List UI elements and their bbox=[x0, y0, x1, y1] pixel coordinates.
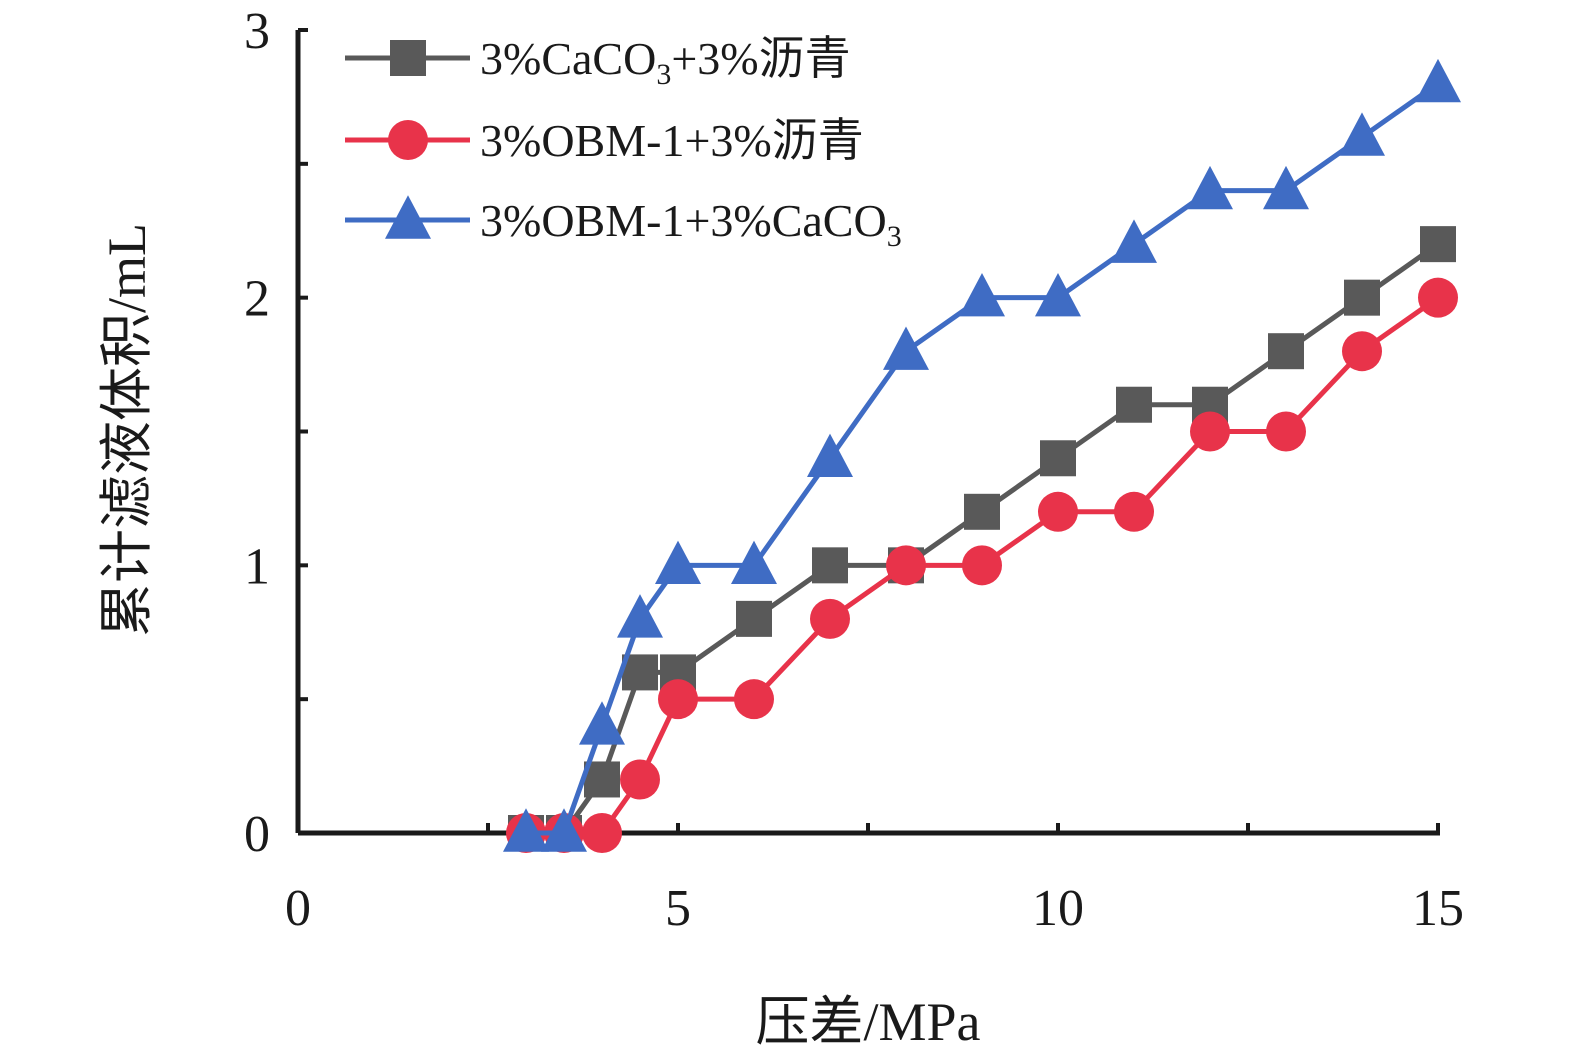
triangle-marker bbox=[1415, 58, 1461, 103]
triangle-marker bbox=[503, 808, 549, 852]
triangle-marker bbox=[655, 540, 701, 585]
triangle-marker bbox=[579, 701, 625, 745]
legend-label-tail: +3%沥青 bbox=[671, 33, 850, 84]
y-axis-title: 累计滤液体积/mL bbox=[97, 223, 157, 637]
series-layer bbox=[503, 58, 1461, 853]
legend-item: 3%CaCO3+3%沥青 bbox=[345, 33, 851, 91]
legend-item: 3%OBM-1+3%沥青 bbox=[345, 115, 864, 166]
legend: 3%CaCO3+3%沥青3%OBM-1+3%沥青3%OBM-1+3%CaCO3 bbox=[345, 33, 902, 253]
x-tick-label: 0 bbox=[285, 880, 311, 937]
y-tick-label: 2 bbox=[244, 271, 270, 328]
triangle-marker bbox=[1035, 272, 1081, 317]
x-axis-title: 压差/MPa bbox=[755, 992, 980, 1052]
square-marker bbox=[1344, 279, 1380, 316]
triangle-marker bbox=[1111, 219, 1157, 263]
circle-marker bbox=[962, 545, 1002, 586]
legend-item: 3%OBM-1+3%CaCO3 bbox=[345, 195, 902, 253]
circle-marker bbox=[1114, 491, 1154, 532]
square-marker bbox=[1116, 386, 1152, 423]
legend-label-main: 3%OBM-1+3%沥青 bbox=[480, 115, 864, 166]
square-marker bbox=[584, 761, 620, 798]
circle-marker bbox=[582, 813, 622, 853]
x-tick-label: 10 bbox=[1032, 880, 1084, 937]
circle-marker bbox=[388, 120, 428, 160]
x-tick-label: 15 bbox=[1412, 880, 1464, 937]
triangle-marker bbox=[617, 594, 663, 638]
legend-label: 3%OBM-1+3%沥青 bbox=[480, 115, 864, 166]
square-marker bbox=[812, 547, 848, 584]
y-tick-label: 1 bbox=[244, 538, 270, 595]
series-line bbox=[526, 242, 1440, 836]
triangle-marker bbox=[1263, 165, 1309, 210]
y-tick-label: 3 bbox=[244, 3, 270, 60]
square-marker bbox=[736, 600, 772, 637]
square-marker bbox=[1268, 333, 1304, 370]
series-2 bbox=[506, 277, 1458, 853]
triangle-marker bbox=[1187, 165, 1233, 210]
square-marker bbox=[622, 654, 658, 691]
series-3 bbox=[503, 58, 1461, 852]
square-marker bbox=[1040, 440, 1076, 477]
legend-label-subscript: 3 bbox=[887, 220, 902, 253]
axes bbox=[295, 28, 1440, 836]
triangle-marker bbox=[1339, 112, 1385, 156]
circle-marker bbox=[886, 545, 926, 586]
triangle-marker bbox=[541, 808, 587, 852]
circle-marker bbox=[1190, 411, 1230, 452]
triangle-marker bbox=[731, 540, 777, 585]
triangle-marker bbox=[959, 272, 1005, 317]
circle-marker bbox=[620, 759, 660, 800]
circle-marker bbox=[658, 679, 698, 720]
y-tick-label: 0 bbox=[244, 806, 270, 863]
circle-marker bbox=[1418, 277, 1458, 318]
circle-marker bbox=[810, 598, 850, 639]
triangle-marker bbox=[883, 326, 929, 370]
circle-marker bbox=[1342, 331, 1382, 372]
square-marker bbox=[1420, 226, 1456, 263]
triangle-marker bbox=[385, 195, 431, 239]
square-marker bbox=[390, 40, 426, 76]
legend-label-main: 3%OBM-1+3%CaCO bbox=[480, 195, 887, 246]
circle-marker bbox=[734, 679, 774, 720]
legend-label: 3%CaCO3+3%沥青 bbox=[480, 33, 851, 91]
circle-marker bbox=[1266, 411, 1306, 452]
x-tick-label: 5 bbox=[665, 880, 691, 937]
triangle-marker bbox=[807, 433, 853, 477]
circle-marker bbox=[1038, 491, 1078, 532]
legend-label-subscript: 3 bbox=[656, 58, 671, 91]
legend-label-main: 3%CaCO bbox=[480, 33, 656, 84]
tick-labels: 0 1 2 3 0 5 10 15 bbox=[244, 3, 1464, 937]
square-marker bbox=[964, 493, 1000, 530]
legend-label: 3%OBM-1+3%CaCO3 bbox=[480, 195, 902, 253]
